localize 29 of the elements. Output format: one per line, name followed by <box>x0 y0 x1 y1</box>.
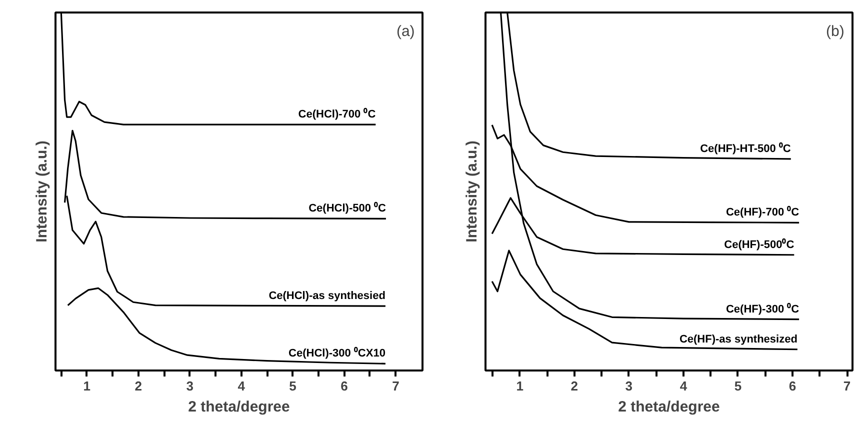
x-axis-title: 2 theta/degree <box>188 398 290 416</box>
x-tick-label: 7 <box>392 378 400 394</box>
x-tick-label: 6 <box>340 378 348 394</box>
x-axis-title: 2 theta/degree <box>618 398 720 416</box>
x-tick-label: 5 <box>734 378 742 394</box>
x-tick-label: 5 <box>289 378 296 394</box>
series-label: Ce(HF)-as synthesized <box>679 333 798 346</box>
series-label: Ce(HCl)-as synthesied <box>268 290 386 302</box>
x-tick-label: 4 <box>680 378 688 394</box>
series-label: Ce(HCl)-700 ⁰C <box>298 108 376 121</box>
y-axis-title: Intensity (a.u.) <box>464 140 480 242</box>
annotation: (a) <box>396 23 415 40</box>
x-tick-label: 1 <box>516 378 524 394</box>
series-label: Ce(HF)-HT-500 ⁰C <box>700 142 791 155</box>
series-label: Ce(HCl)-300 ⁰CX10 <box>288 346 386 360</box>
x-tick-label: 2 <box>570 378 578 394</box>
series-label: Ce(HF)-300 ⁰C <box>726 302 800 316</box>
y-axis-title: Intensity (a.u.) <box>34 140 50 242</box>
series-label: Ce(HF)-500⁰C <box>724 238 794 251</box>
x-tick-label: 7 <box>843 378 851 394</box>
series-label: Ce(HF)-700 ⁰C <box>726 206 800 219</box>
x-tick-label: 4 <box>238 378 246 394</box>
annotation: (b) <box>826 23 844 40</box>
x-tick-label: 3 <box>625 378 633 394</box>
series-label: Ce(HCl)-500 ⁰C <box>308 202 386 215</box>
x-tick-label: 1 <box>83 378 91 394</box>
x-tick-label: 3 <box>186 378 194 394</box>
x-tick-label: 6 <box>788 378 796 394</box>
x-tick-label: 2 <box>134 378 142 394</box>
